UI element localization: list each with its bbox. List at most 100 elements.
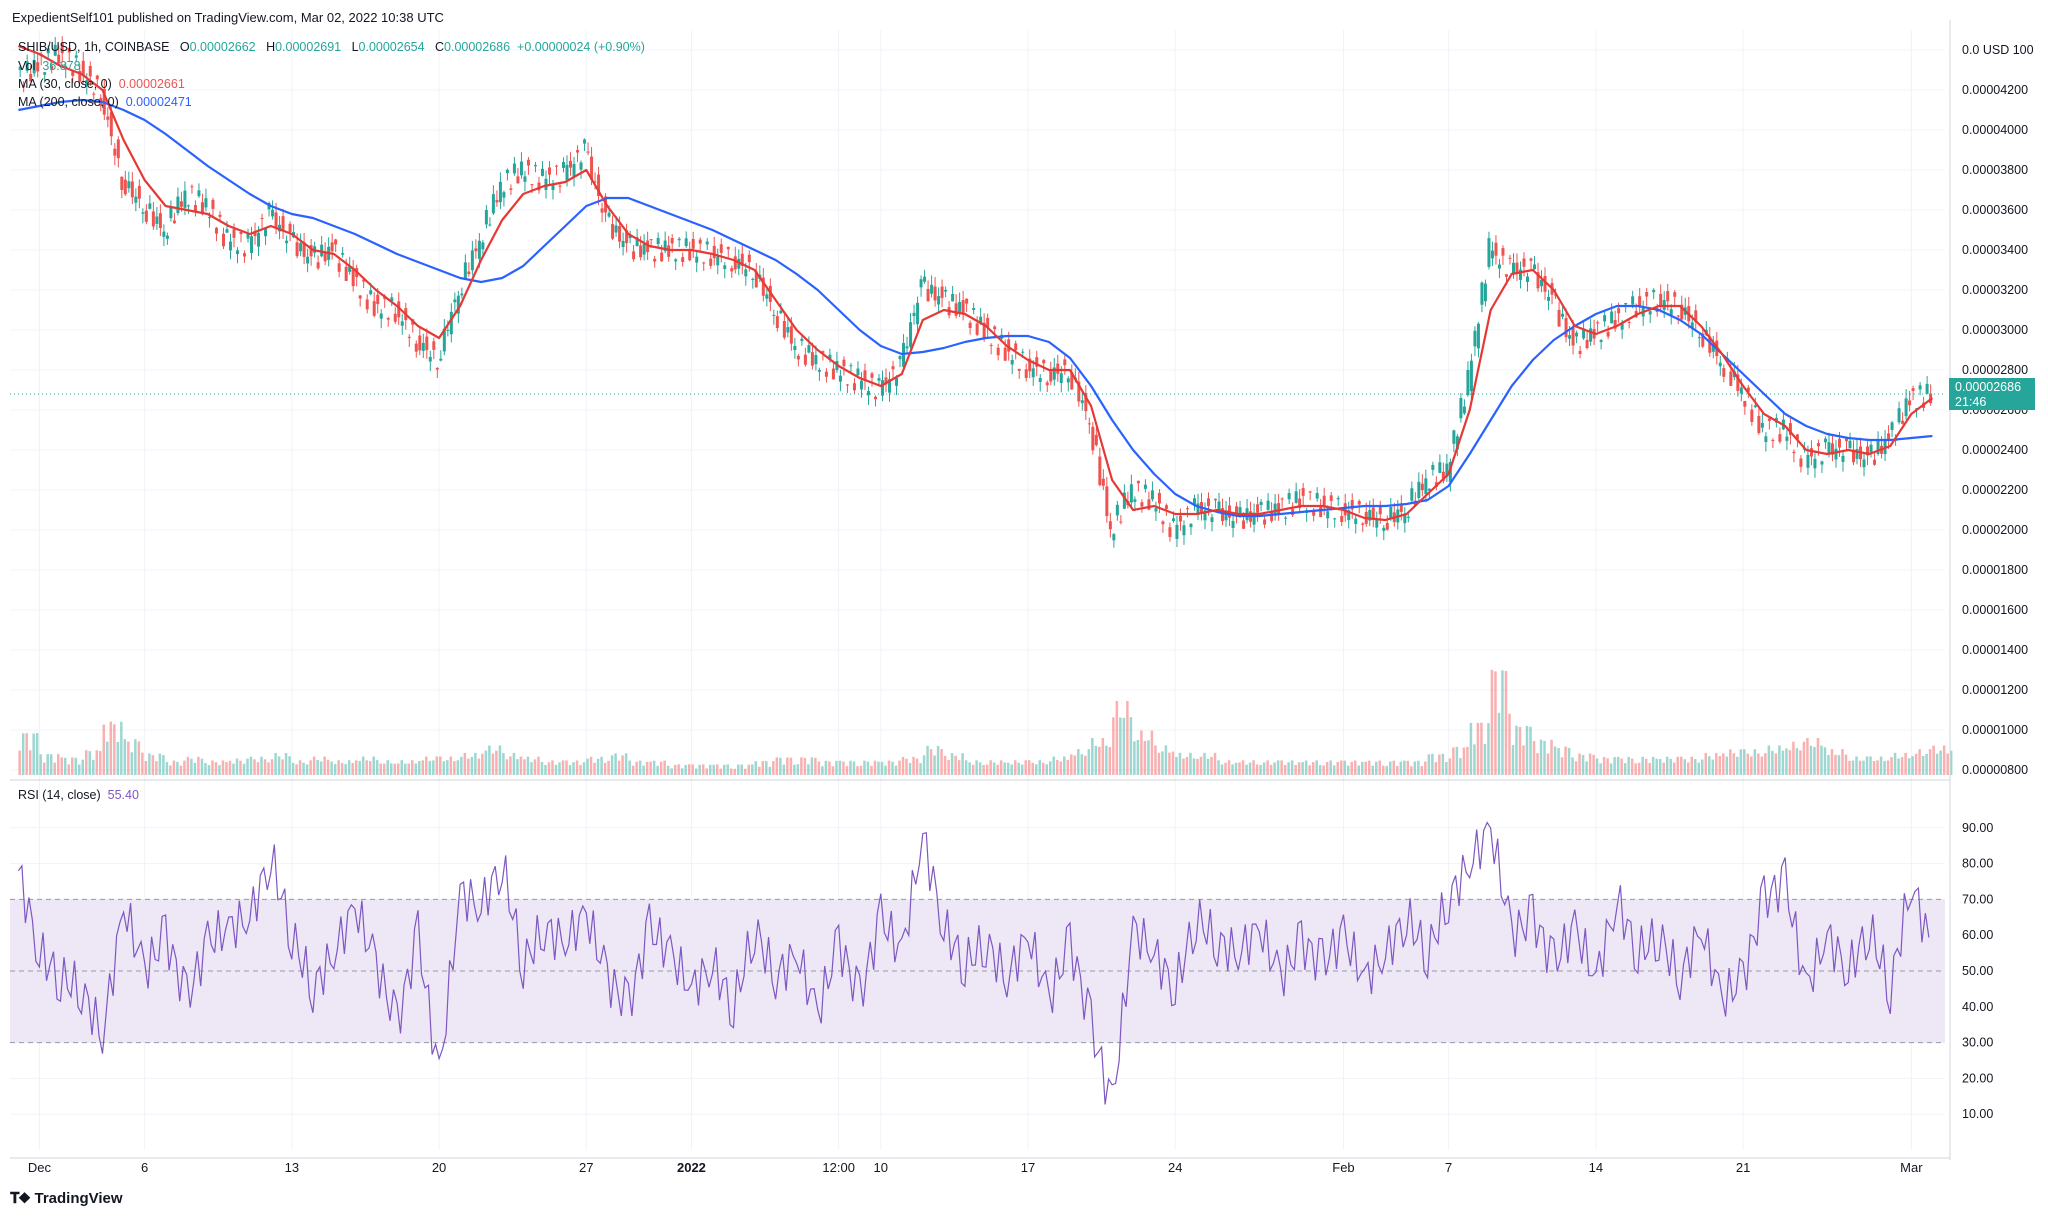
volume-bar — [1091, 738, 1094, 775]
candle-body — [53, 44, 57, 56]
volume-bar — [1725, 756, 1729, 775]
candle-body — [1887, 433, 1891, 441]
volume-bar — [1136, 740, 1140, 775]
legend-ma200-value: 0.00002471 — [125, 95, 192, 109]
candle-body — [1575, 332, 1579, 337]
volume-bar — [1914, 753, 1918, 775]
volume-bar — [389, 763, 393, 775]
candle-body — [530, 184, 534, 186]
time-tick-label: 24 — [1168, 1160, 1182, 1175]
volume-bar — [1834, 754, 1837, 775]
time-tick-label: 17 — [1021, 1160, 1035, 1175]
volume-bar — [1424, 761, 1427, 775]
time-tick-label: Dec — [28, 1160, 52, 1175]
volume-bar — [1220, 764, 1224, 775]
candle-body — [316, 262, 320, 269]
volume-bar — [708, 764, 712, 775]
volume-bar — [421, 760, 425, 775]
volume-bar — [425, 756, 428, 775]
candle-body — [930, 284, 934, 294]
volume-bar — [120, 721, 123, 775]
candle-body — [505, 169, 509, 174]
volume-bar — [1683, 759, 1686, 775]
candle-body — [509, 188, 513, 190]
volume-bar — [1217, 760, 1220, 775]
candle-body — [993, 326, 997, 330]
rsi-axis-ticks: 90.00 80.00 70.00 60.00 50.00 40.00 30.00 20.00… — [1962, 821, 1993, 1121]
volume-bar — [1329, 760, 1332, 775]
candle-body — [709, 258, 713, 266]
volume-bar — [779, 757, 782, 775]
candle-body — [1084, 392, 1088, 412]
price-tick-label: 0.00002800 — [1962, 363, 2028, 377]
volume-bar — [684, 764, 687, 775]
volume-bar — [1438, 754, 1441, 775]
volume-bar — [361, 756, 365, 775]
candle-body — [1848, 440, 1852, 449]
volume-bar — [547, 762, 551, 775]
tradingview-brand[interactable]: 𝐓◆ TradingView — [10, 1190, 123, 1207]
candle-body — [572, 164, 576, 178]
volume-bar — [1890, 757, 1893, 775]
candle-body — [1028, 358, 1032, 372]
volume-bar — [1234, 762, 1238, 775]
volume-bar — [176, 761, 179, 775]
volume-bar — [74, 757, 77, 775]
candle-body — [1157, 493, 1161, 504]
legend-close-label: C — [434, 40, 445, 54]
volume-bar — [1848, 760, 1851, 775]
candle-body — [1329, 495, 1333, 501]
volume-bar — [1904, 752, 1907, 775]
candle-body — [793, 345, 797, 351]
volume-bar — [1862, 760, 1865, 775]
candle-body — [1136, 480, 1140, 484]
volume-bar — [982, 764, 985, 775]
candle-body — [1736, 374, 1740, 391]
volume-bar — [1105, 745, 1108, 775]
volume-bar — [1063, 756, 1066, 775]
candle-body — [386, 318, 390, 320]
volume-bar — [919, 763, 922, 775]
volume-bar — [1630, 758, 1634, 775]
volume-bar — [1455, 746, 1459, 775]
time-tick-label: 27 — [579, 1160, 593, 1175]
volume-bar — [1476, 722, 1480, 775]
volume-bar — [365, 760, 368, 775]
candle-body — [1673, 292, 1677, 297]
volume-bar — [1066, 759, 1070, 775]
rsi-tick-label: 20.00 — [1962, 1071, 1993, 1085]
volume-bar — [772, 761, 775, 775]
candle-body — [1610, 311, 1614, 324]
volume-bar — [1841, 749, 1844, 775]
candle-body — [1326, 511, 1330, 519]
volume-bar — [996, 764, 999, 775]
volume-bars — [18, 669, 1953, 775]
volume-bar — [1553, 746, 1557, 775]
candle-body — [1746, 387, 1750, 392]
volume-bar — [1525, 725, 1529, 775]
volume-bar — [1767, 745, 1771, 775]
volume-bar — [498, 745, 502, 775]
candle-body — [1035, 357, 1039, 367]
candle-body — [705, 241, 709, 245]
legend-vol-value: 36.878 — [42, 59, 81, 73]
volume-bar — [1658, 759, 1662, 775]
volume-bar — [1851, 760, 1855, 775]
candle-body — [1063, 359, 1067, 366]
volume-bar — [638, 760, 642, 775]
candle-body — [1406, 516, 1410, 518]
candle-body — [372, 301, 376, 316]
candle-body — [702, 262, 706, 264]
volume-bar — [1189, 752, 1192, 775]
candle-body — [1792, 451, 1796, 454]
volume-bar — [1375, 761, 1378, 775]
candle-body — [723, 265, 727, 269]
volume-bar — [1143, 740, 1147, 775]
volume-bar — [800, 757, 803, 775]
volume-bar — [333, 763, 337, 775]
price-tick-label: 0.00001800 — [1962, 563, 2028, 577]
candle-body — [775, 316, 779, 328]
candle-body — [1557, 309, 1561, 327]
volume-bar — [715, 764, 719, 775]
